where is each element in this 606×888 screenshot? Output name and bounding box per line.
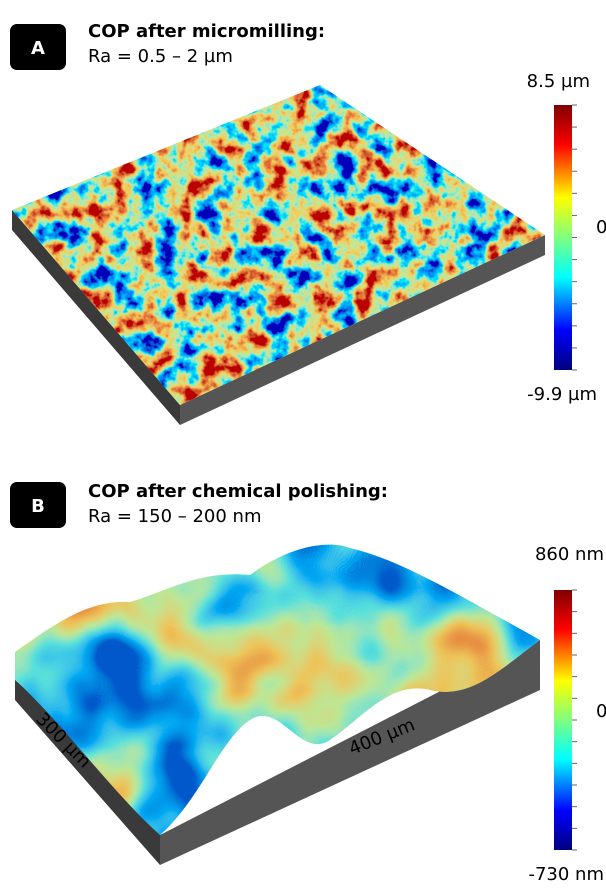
colorbar-max: 8.5 µm — [527, 71, 590, 92]
colorbar-ticks — [572, 590, 577, 850]
colorbar — [554, 105, 572, 370]
colorbar-min: -730 nm — [528, 864, 604, 885]
figure: A COP after micromilling: Ra = 0.5 – 2 µ… — [0, 0, 606, 888]
colorbar-ticks — [572, 105, 577, 370]
panel-subtitle: Ra = 150 – 200 nm — [88, 506, 262, 527]
panel-label: B — [31, 496, 45, 517]
panel-title: COP after micromilling: — [88, 21, 325, 42]
colorbar-max: 860 nm — [535, 544, 604, 565]
panel-label: A — [31, 38, 45, 59]
colorbar-min: -9.9 µm — [527, 384, 597, 405]
colorbar-mid: 0 — [596, 217, 606, 238]
colorbar-mid: 0 — [596, 701, 606, 722]
colorbar — [554, 590, 572, 850]
panel-title: COP after chemical polishing: — [88, 481, 388, 502]
panel-subtitle: Ra = 0.5 – 2 µm — [88, 46, 233, 67]
